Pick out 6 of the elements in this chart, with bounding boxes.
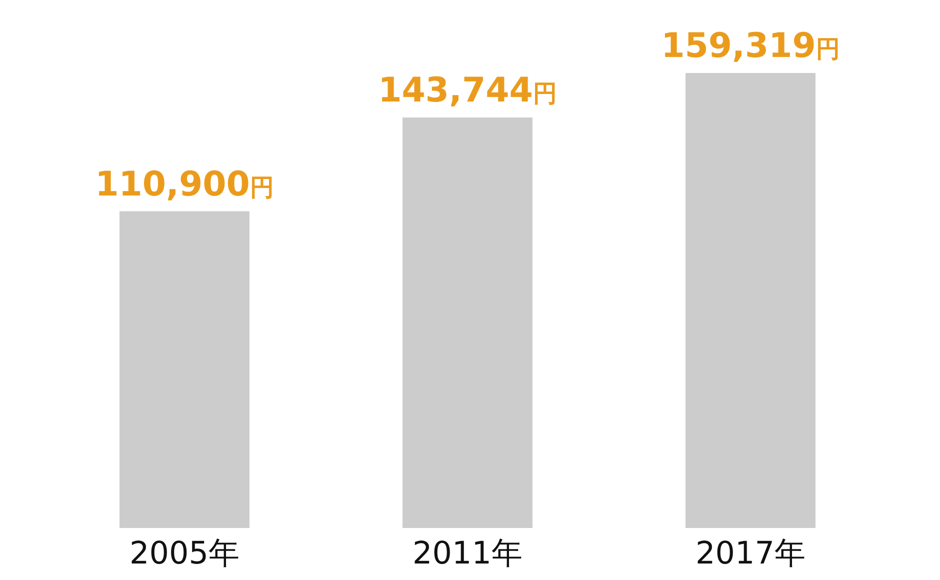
- data-label: 143,744円: [378, 70, 557, 110]
- data-label: 110,900円: [95, 164, 274, 204]
- x-tick-label: 2017年: [696, 536, 806, 572]
- x-tick-label: 2011年: [412, 536, 522, 572]
- data-label: 159,319円: [661, 26, 840, 66]
- x-tick-label: 2005年: [130, 536, 240, 572]
